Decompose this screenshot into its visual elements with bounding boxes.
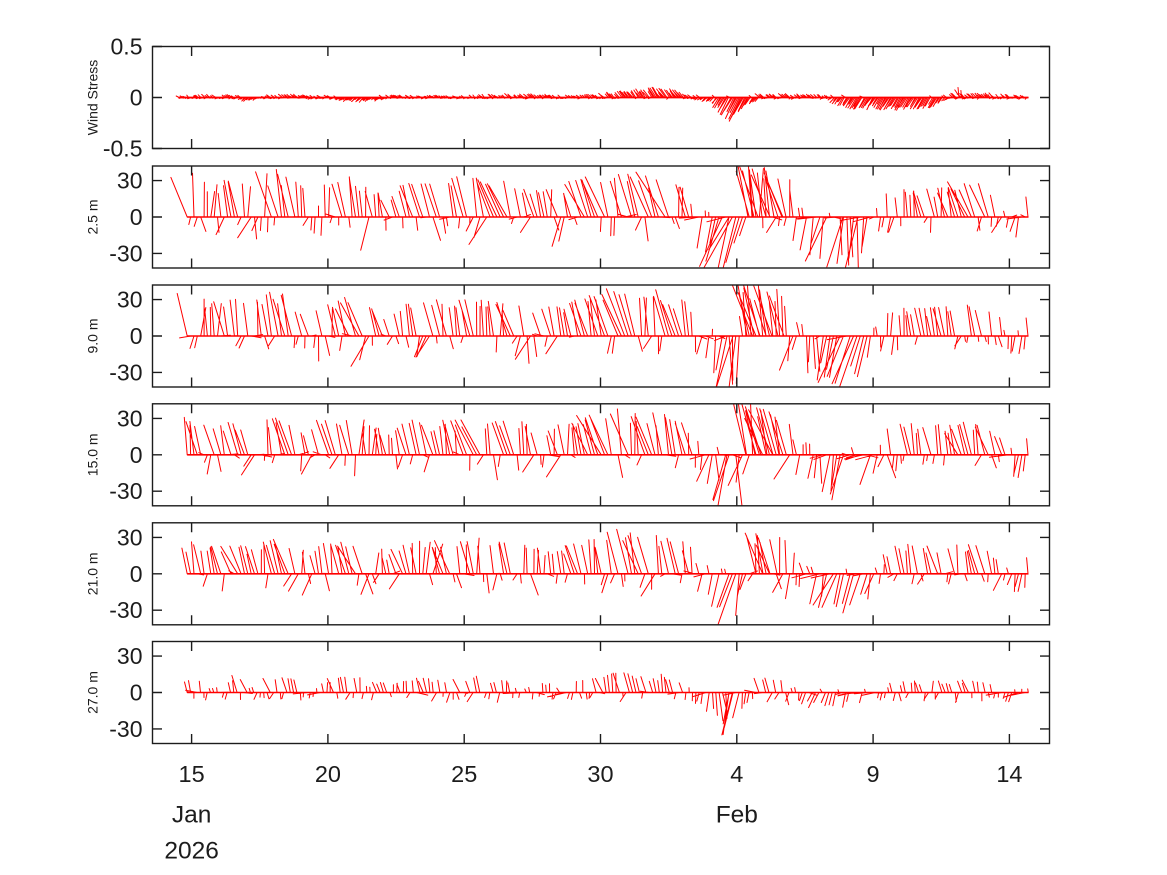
- svg-text:20: 20: [315, 761, 341, 787]
- svg-text:Wind Stress: Wind Stress: [85, 60, 101, 135]
- svg-text:30: 30: [117, 524, 143, 550]
- svg-text:0.5: 0.5: [111, 34, 143, 60]
- svg-text:30: 30: [117, 643, 143, 669]
- svg-text:25: 25: [451, 761, 477, 787]
- svg-text:0: 0: [130, 561, 143, 587]
- svg-text:15.0 m: 15.0 m: [85, 433, 101, 476]
- svg-text:-30: -30: [109, 716, 142, 742]
- svg-text:4: 4: [730, 761, 743, 787]
- svg-text:0: 0: [130, 85, 143, 111]
- svg-text:30: 30: [117, 287, 143, 313]
- svg-text:27.0 m: 27.0 m: [85, 671, 101, 714]
- svg-text:9: 9: [867, 761, 880, 787]
- svg-text:0: 0: [130, 680, 143, 706]
- svg-text:15: 15: [179, 761, 205, 787]
- svg-text:21.0 m: 21.0 m: [85, 552, 101, 595]
- svg-text:-30: -30: [109, 240, 142, 266]
- svg-text:30: 30: [587, 761, 613, 787]
- svg-text:0: 0: [130, 323, 143, 349]
- svg-text:-30: -30: [109, 359, 142, 385]
- svg-text:30: 30: [117, 405, 143, 431]
- svg-text:9.0 m: 9.0 m: [85, 318, 101, 353]
- svg-text:Jan: Jan: [172, 802, 212, 829]
- svg-text:14: 14: [996, 761, 1022, 787]
- svg-text:Feb: Feb: [716, 802, 758, 829]
- svg-text:-30: -30: [109, 478, 142, 504]
- svg-text:30: 30: [117, 168, 143, 194]
- svg-text:2.5 m: 2.5 m: [85, 199, 101, 234]
- svg-text:-0.5: -0.5: [103, 136, 143, 162]
- svg-text:-30: -30: [109, 597, 142, 623]
- svg-text:0: 0: [130, 204, 143, 230]
- svg-text:0: 0: [130, 442, 143, 468]
- svg-text:2026: 2026: [164, 838, 219, 865]
